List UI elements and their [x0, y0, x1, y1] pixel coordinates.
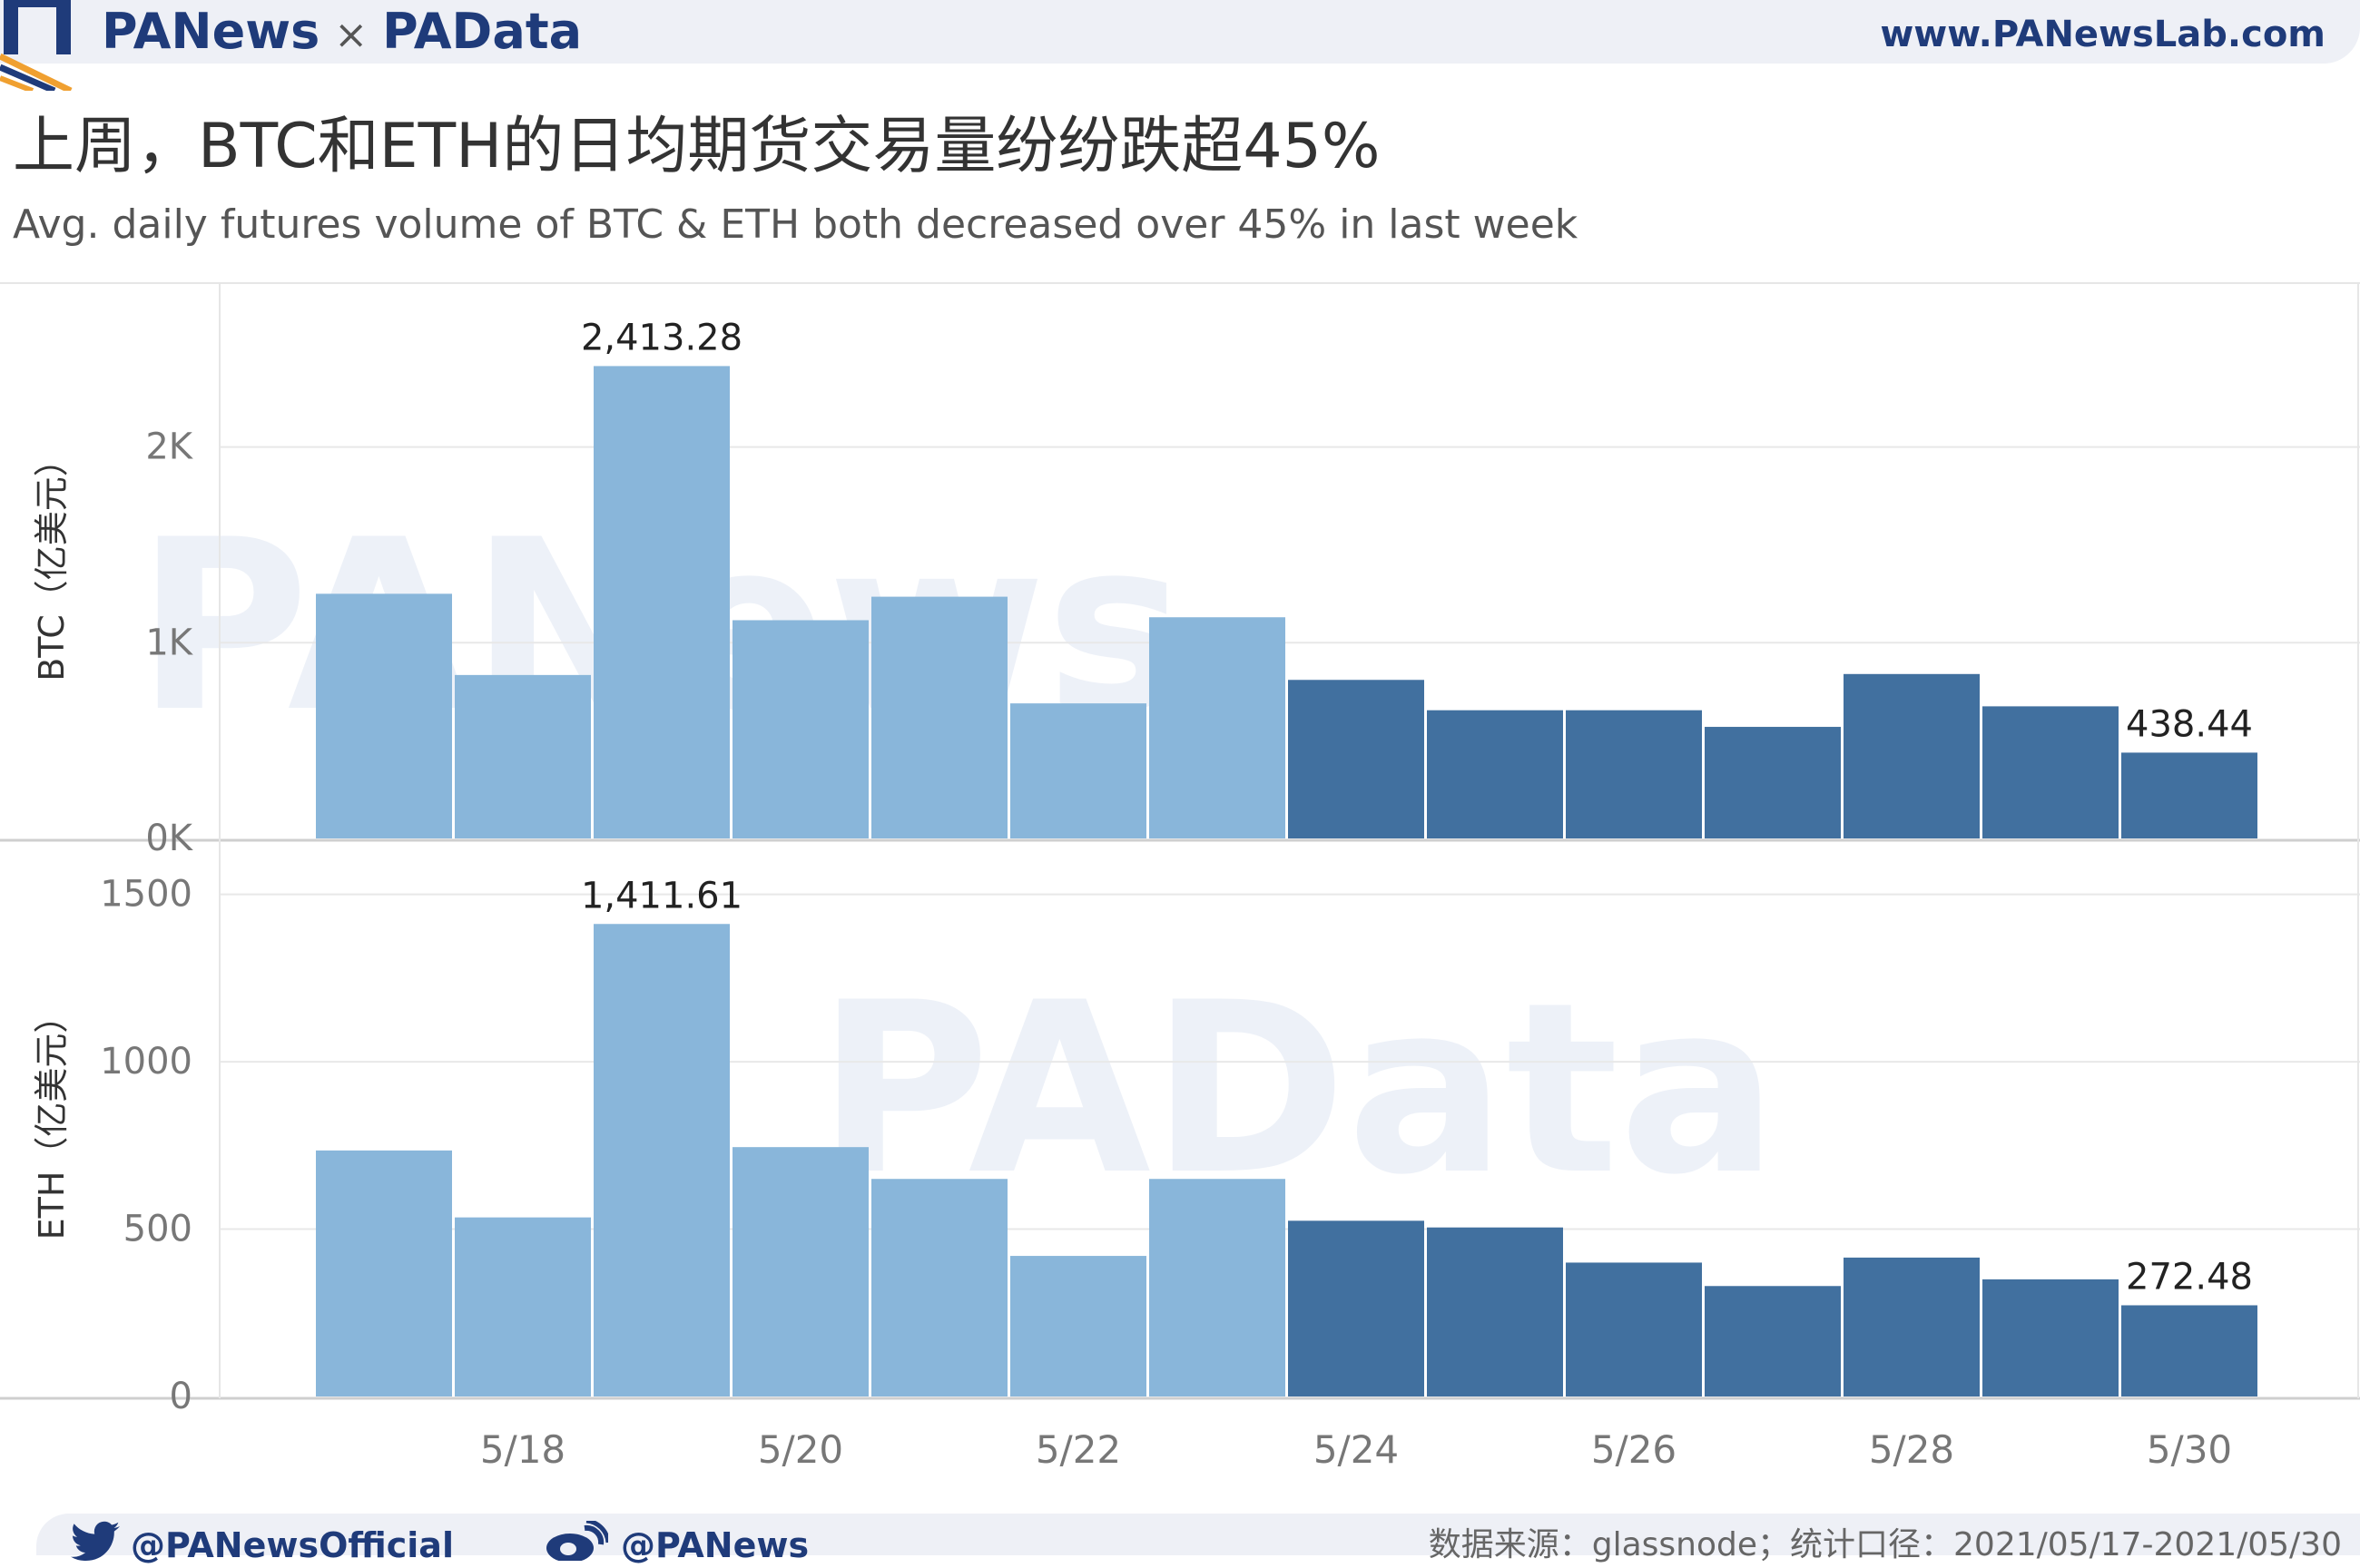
eth-y-tick-label: 1500 [100, 874, 192, 916]
weibo-handle[interactable]: @PANews [621, 1525, 810, 1565]
data-source-note: 数据来源：glassnode；统计口径：2021/05/17-2021/05/3… [1428, 1526, 2342, 1563]
site-url[interactable]: www.PANewsLab.com [1880, 14, 2326, 55]
chart-title: 上周，BTC和ETH的日均期货交易量纷纷跌超45% [13, 111, 1381, 182]
eth-bar-5-24 [1288, 1220, 1424, 1396]
eth-y-tick-label: 0 [170, 1376, 192, 1417]
btc-bar-5-23 [1149, 617, 1285, 838]
btc-y-tick-label: 1K [145, 622, 193, 663]
brand-title: PANews × PAData [102, 2, 582, 65]
eth-data-label: 1,411.61 [581, 875, 742, 916]
bars-layer [316, 366, 2257, 1396]
header-bar: PANews × PAData www.PANewsLab.com [0, 0, 2360, 91]
eth-bar-5-28 [1844, 1257, 1980, 1396]
panews-logo-icon [0, 0, 73, 91]
chart-subtitle: Avg. daily futures volume of BTC & ETH b… [13, 201, 1578, 248]
eth-bar-5-29 [1982, 1279, 2119, 1396]
futures-volume-chart: PANewsPAData 0K1K2KBTC（亿美元）2,413.28438.4… [0, 282, 2360, 1472]
btc-bar-5-22 [1010, 703, 1146, 838]
btc-bar-5-24 [1288, 680, 1424, 838]
twitter-icon [71, 1521, 120, 1561]
eth-bar-5-27 [1705, 1286, 1841, 1396]
btc-bar-5-20 [733, 620, 869, 838]
btc-y-tick-label: 2K [145, 426, 193, 468]
brand-padata: PAData [382, 3, 583, 60]
btc-y-axis-title: BTC（亿美元） [32, 442, 72, 681]
eth-bar-5-21 [871, 1179, 1008, 1396]
eth-y-tick-label: 1000 [100, 1041, 192, 1083]
x-tick-label: 5/18 [480, 1427, 565, 1472]
btc-data-label: 438.44 [2126, 703, 2253, 745]
x-tick-label: 5/24 [1313, 1427, 1399, 1472]
eth-bar-5-30 [2121, 1305, 2257, 1396]
footer-bar: @PANewsOfficial @PANews 数据来源：glassnode；统… [36, 1514, 2360, 1565]
btc-bar-5-18 [455, 674, 591, 838]
btc-bar-5-28 [1844, 673, 1980, 838]
weibo-icon [546, 1521, 608, 1561]
eth-bar-5-20 [733, 1147, 869, 1396]
eth-bar-5-26 [1566, 1262, 1702, 1396]
eth-bar-5-23 [1149, 1179, 1285, 1396]
btc-bar-5-17 [316, 593, 452, 838]
eth-bar-5-22 [1010, 1256, 1146, 1396]
x-tick-label: 5/26 [1591, 1427, 1677, 1472]
btc-bar-5-26 [1566, 710, 1702, 838]
twitter-handle[interactable]: @PANewsOfficial [131, 1525, 454, 1565]
brand-panews: PANews [102, 3, 320, 60]
x-tick-label: 5/30 [2147, 1427, 2232, 1472]
eth-bar-5-18 [455, 1217, 591, 1396]
eth-y-axis-title: ETH（亿美元） [32, 999, 72, 1240]
btc-bar-5-25 [1427, 710, 1563, 838]
frame-layer [0, 282, 2360, 1400]
label-layer: 0K 1K 2K BTC（亿美元） 2,413.28 438.44 0 500 1000 1500… [32, 317, 2253, 1472]
eth-bar-5-17 [316, 1150, 452, 1396]
btc-data-label: 2,413.28 [581, 317, 742, 358]
x-tick-label: 5/20 [758, 1427, 843, 1472]
btc-bar-5-30 [2121, 752, 2257, 838]
eth-data-label: 272.48 [2126, 1256, 2253, 1298]
btc-y-tick-label: 0K [145, 818, 193, 859]
btc-bar-5-29 [1982, 706, 2119, 838]
btc-bar-5-21 [871, 596, 1008, 838]
x-tick-label: 5/28 [1869, 1427, 1954, 1472]
btc-bar-5-27 [1705, 727, 1841, 838]
btc-bar-5-19 [594, 366, 730, 838]
eth-bar-5-25 [1427, 1227, 1563, 1396]
eth-y-tick-label: 500 [123, 1209, 192, 1250]
x-tick-label: 5/22 [1036, 1427, 1121, 1472]
eth-bar-5-19 [594, 924, 730, 1396]
brand-separator: × [334, 12, 369, 58]
